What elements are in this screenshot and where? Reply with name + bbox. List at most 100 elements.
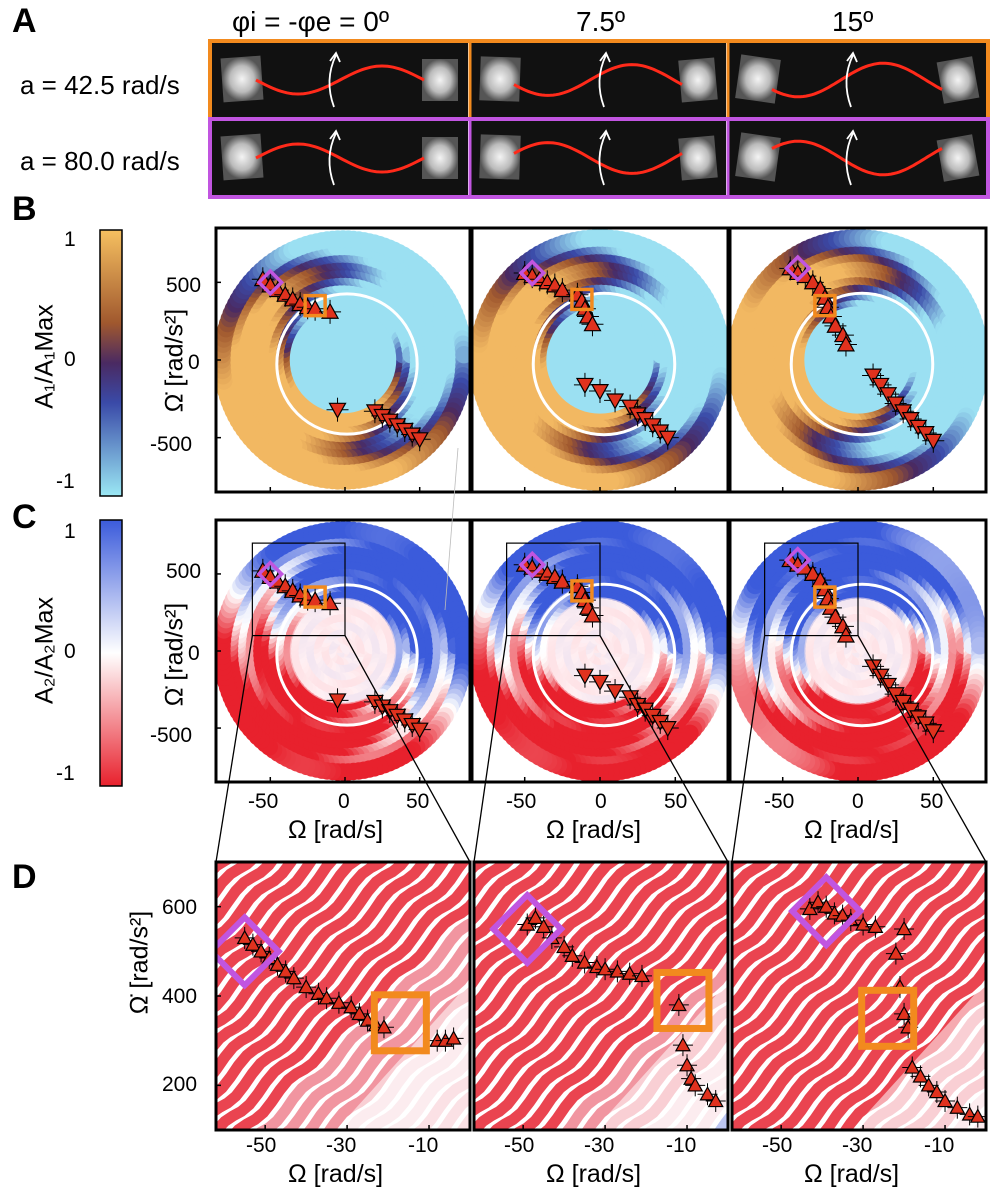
panel-b-plots — [214, 226, 988, 494]
plot-C-0 — [214, 518, 472, 784]
inner-disk — [804, 306, 912, 414]
inner-disk — [546, 306, 654, 414]
plot-area — [472, 229, 728, 491]
filament-trace — [513, 141, 683, 175]
left-block — [735, 132, 781, 182]
colorbar-c-tick-top: 1 — [64, 520, 76, 543]
up-triangle-marker — [826, 316, 845, 333]
up-triangle-marker — [583, 315, 602, 332]
plot-area — [216, 521, 470, 781]
plot-B-1 — [470, 226, 730, 494]
xtick-c1-m50: -50 — [506, 790, 537, 813]
column-header-1: 7.5º — [576, 6, 626, 37]
colorbar-c — [99, 519, 123, 787]
xlabel-c1: Ω [rad/s] — [546, 816, 642, 844]
xlabel-c0: Ω [rad/s] — [288, 816, 384, 844]
rotation-arrowhead — [846, 129, 858, 141]
rotation-arrow — [328, 132, 337, 186]
colorbar-b — [99, 229, 123, 497]
xlabel-d2: Ω [rad/s] — [804, 1160, 900, 1188]
right-block — [678, 57, 718, 103]
xlabel-d1: Ω [rad/s] — [546, 1160, 642, 1188]
right-block — [936, 56, 980, 104]
orange-square-marker — [570, 287, 594, 312]
xtick-d1-m50: -50 — [504, 1134, 535, 1157]
plot-B-2 — [728, 226, 988, 494]
purple-diamond-marker — [518, 259, 547, 287]
panel-c-plots — [214, 518, 988, 784]
xtick-d0-m30: -30 — [326, 1134, 357, 1157]
plot-area — [216, 230, 470, 490]
rotation-arrowhead — [846, 51, 858, 63]
rotation-arrowhead — [329, 129, 341, 141]
down-triangle-marker — [924, 433, 943, 450]
panel-label-b: B — [12, 190, 37, 228]
row-label-1: a = 80.0 rad/s — [20, 146, 180, 176]
row-label-0: a = 42.5 rad/s — [20, 70, 180, 100]
plot-B-0 — [214, 226, 472, 494]
left-block — [220, 133, 264, 181]
colorbar-c-tick-bot: -1 — [56, 762, 75, 785]
ytick-d-400: 400 — [162, 985, 198, 1008]
filament-trace — [513, 63, 683, 97]
panel-label-d: D — [12, 858, 37, 896]
separatrix-ring — [789, 291, 935, 437]
rotation-arrowhead — [329, 51, 341, 63]
ytick-d-200: 200 — [162, 1073, 198, 1096]
down-triangle-marker — [871, 377, 890, 395]
panel-a-images — [208, 39, 990, 199]
ytick-b-0: 0 — [188, 351, 200, 374]
xtick-d2-m30: -30 — [842, 1134, 873, 1157]
xtick-c2-0: 0 — [852, 790, 864, 813]
rotation-arrow — [328, 54, 337, 108]
ytick-c-m500: -500 — [150, 724, 193, 747]
xtick-c2-m50: -50 — [764, 790, 795, 813]
phase-cell — [455, 346, 470, 364]
purple-diamond-marker — [783, 254, 812, 283]
column-header-0: φi = -φe = 0º — [232, 6, 390, 37]
orange-square-marker — [813, 293, 837, 318]
purple-diamond-marker — [256, 268, 285, 297]
left-block — [479, 134, 521, 180]
up-triangle-marker — [836, 335, 855, 352]
xtick-d0-m50: -50 — [246, 1134, 277, 1157]
colorbar-c-tick-mid: 0 — [64, 640, 76, 663]
filament-trace — [255, 64, 425, 96]
rotation-arrowhead — [599, 51, 611, 63]
down-triangle-marker — [410, 432, 429, 449]
row-frame — [208, 117, 990, 199]
xtick-c2-50: 50 — [920, 790, 944, 813]
left-block — [479, 56, 521, 102]
right-block — [936, 134, 980, 182]
xlabel-d0: Ω [rad/s] — [288, 1160, 384, 1188]
column-header-2: 15º — [832, 6, 874, 37]
colorbar-b-tick-mid: 0 — [64, 348, 76, 371]
panel-label-c: C — [12, 498, 37, 536]
phase-cell — [713, 345, 728, 364]
xtick-c0-0: 0 — [338, 790, 350, 813]
xtick-c0-50: 50 — [406, 790, 430, 813]
separatrix-ring — [275, 292, 419, 436]
xtick-d1-m10: -10 — [666, 1134, 697, 1157]
separatrix-ring — [531, 291, 677, 437]
up-triangle-marker — [553, 280, 572, 298]
ytick-c-500: 500 — [166, 560, 202, 583]
down-triangle-marker — [590, 384, 610, 401]
right-block — [422, 59, 458, 101]
rotation-arrowhead — [599, 129, 611, 141]
left-block — [735, 54, 781, 104]
xlabel-c2: Ω [rad/s] — [804, 816, 900, 844]
colorbar-b-tick-top: 1 — [64, 228, 76, 251]
ytick-b-500: 500 — [166, 274, 202, 297]
xtick-d2-m50: -50 — [762, 1134, 793, 1157]
xtick-c1-0: 0 — [595, 790, 607, 813]
xtick-d2-m10: -10 — [924, 1134, 955, 1157]
phase-cell — [971, 345, 986, 364]
xtick-d1-m30: -30 — [584, 1134, 615, 1157]
rotation-arrow — [598, 132, 607, 186]
filament-trace — [771, 61, 943, 99]
panel-label-a: A — [12, 2, 37, 40]
xtick-d0-m10: -10 — [408, 1134, 439, 1157]
down-triangle-marker — [606, 393, 625, 410]
